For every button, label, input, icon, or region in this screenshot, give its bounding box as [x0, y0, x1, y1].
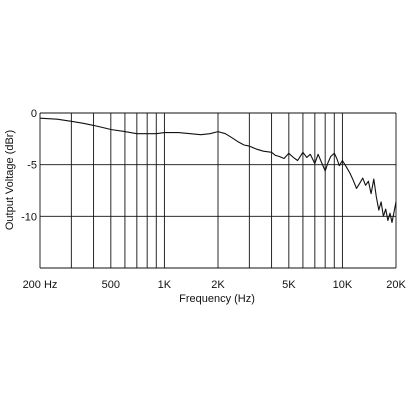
x-tick-label: 20K — [386, 279, 406, 291]
x-axis-label: Frequency (Hz) — [179, 293, 255, 305]
y-axis-label: Output Voltage (dBr) — [4, 130, 16, 230]
x-tick-label: 500 — [102, 279, 120, 291]
series-line — [39, 117, 397, 224]
tick-labels: 200 Hz 500 1K 2K 5K 10K 20K 0 -5 -10 — [21, 108, 406, 291]
grid — [39, 112, 397, 269]
x-tick-label: 2K — [211, 279, 225, 291]
x-tick-label: 200 Hz — [23, 279, 58, 291]
series-marks — [39, 117, 397, 224]
x-tick-label: 10K — [333, 279, 353, 291]
x-tick-label: 1K — [158, 279, 172, 291]
x-tick-label: 5K — [282, 279, 296, 291]
y-tick-label: 0 — [31, 108, 37, 120]
y-tick-label: -5 — [27, 160, 37, 172]
y-tick-label: -10 — [21, 211, 37, 223]
